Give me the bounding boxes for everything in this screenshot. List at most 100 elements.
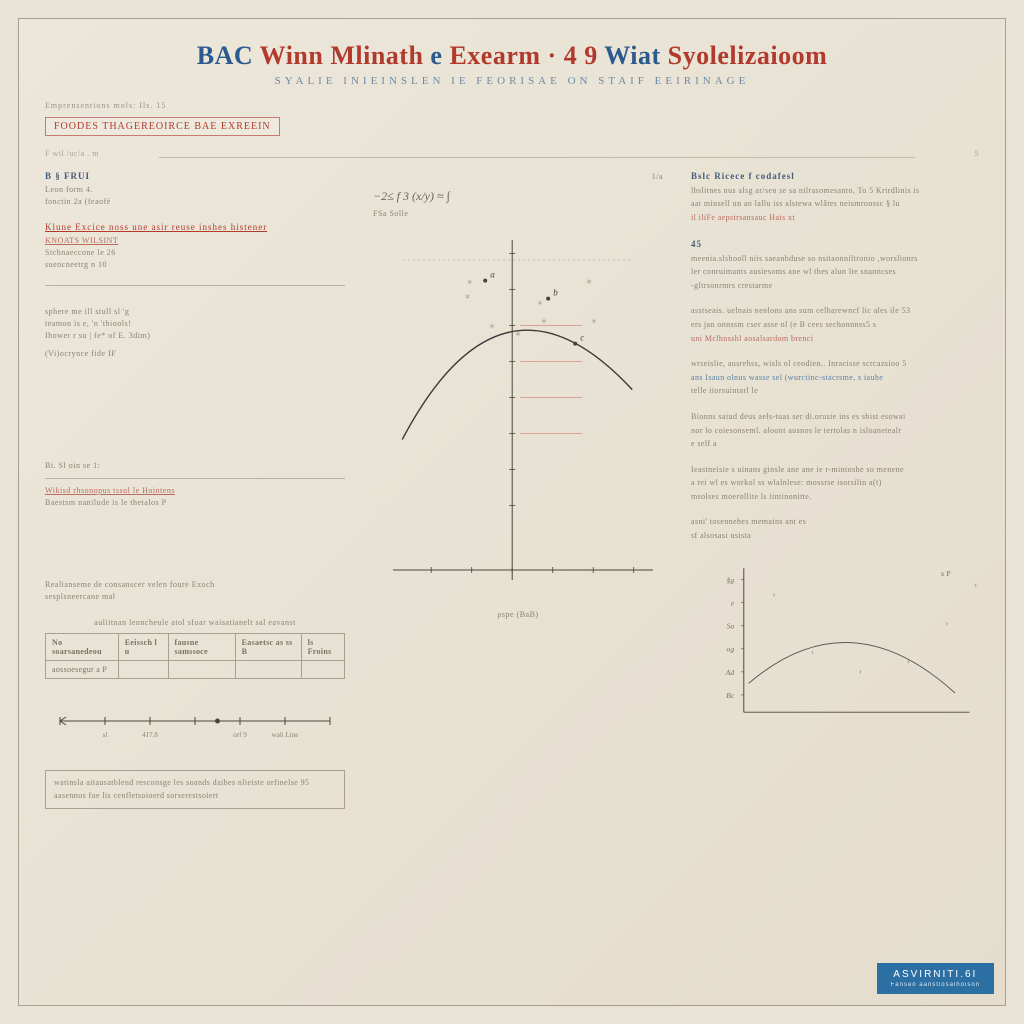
exercise-label: FOODES THAGEREOIRCE BAE EXREEIN bbox=[45, 117, 280, 136]
svg-text:∗: ∗ bbox=[537, 298, 544, 307]
r0-head: Bslc Ricece f codafesl bbox=[691, 171, 979, 181]
left-a2-l1: Stchnaeccone le 26 bbox=[45, 247, 345, 259]
table-row: aossoesegur a P bbox=[46, 660, 345, 678]
divider bbox=[45, 285, 345, 286]
svg-text:x P: x P bbox=[941, 569, 951, 578]
data-table: No soarsanedeou Eeissch l u fausne samss… bbox=[45, 633, 345, 679]
title-seg-2: Winn Mlinath bbox=[253, 41, 430, 70]
left-a2-link: KNOATS WILSINT bbox=[45, 235, 345, 247]
meta-line: Emprensentions mols: Ils. 15 bbox=[45, 101, 979, 110]
number-line: sl 417.8 orf 9 wali Line bbox=[45, 693, 345, 753]
mid-sub-label: FSa Solle bbox=[373, 208, 663, 220]
r6-l1: asni' tosennehes memains ant es bbox=[691, 517, 806, 526]
svg-text:∗: ∗ bbox=[489, 321, 496, 330]
table-col-4: ls Froins bbox=[301, 633, 344, 660]
svg-text:∗: ∗ bbox=[515, 329, 522, 338]
content-columns: B § FRUI Leon form 4. fonctin 2a (feaofé… bbox=[45, 171, 979, 1001]
r5-l1: Ieastneisie s uinans ginsle ane ane ie r… bbox=[691, 465, 904, 474]
rule-line-1 bbox=[159, 148, 915, 158]
left-d-head: Realianseme de consanscer velen foure Ex… bbox=[45, 579, 345, 591]
svg-text:›: › bbox=[811, 646, 814, 656]
svg-text:e: e bbox=[731, 598, 735, 607]
left-a2-l2: suencneetrg n 10 bbox=[45, 259, 345, 271]
svg-text:›: › bbox=[945, 617, 948, 627]
title-seg-3: e bbox=[430, 41, 442, 70]
right-column: Bslc Ricece f codafesl lbslitnes nus als… bbox=[691, 171, 979, 1001]
badge-sub: Fanseo aanstlosalhoison bbox=[891, 982, 980, 988]
svg-text:›: › bbox=[974, 579, 977, 589]
svg-text:b: b bbox=[553, 287, 558, 297]
footer-l2: aasennos foe lis cenfletsoioerd sorseres… bbox=[54, 790, 336, 803]
svg-text:Sa: Sa bbox=[727, 621, 735, 630]
left-column: B § FRUI Leon form 4. fonctin 2a (feaofé… bbox=[45, 171, 345, 1001]
left-c1-head: Bi. Sl oin se 1: bbox=[45, 460, 345, 472]
r3-l1: wrseislie, ausrehss, wisls ol ceodien.. … bbox=[691, 359, 907, 368]
svg-text:wali Line: wali Line bbox=[272, 731, 299, 739]
left-b1-l1: teamon is e, 'n 'thiools! bbox=[45, 318, 345, 330]
r2-l1: asstseais. uelnais nenlons ans sum celba… bbox=[691, 306, 910, 315]
r3-l3: telle iiorsuintarl le bbox=[691, 386, 758, 395]
table-col-2: fausne samssoce bbox=[168, 633, 235, 660]
svg-text:∗: ∗ bbox=[464, 292, 471, 301]
left-c2-l1: Baestsm nanilude is le thetalos P bbox=[45, 497, 345, 509]
svg-text:›: › bbox=[859, 665, 862, 675]
left-a2-head: Klune Excice noss une asir reuse inshes … bbox=[45, 222, 345, 232]
svg-text:∗: ∗ bbox=[466, 277, 473, 286]
r3-l2: ans Isaun olnus wasse sel (wurctinc-stac… bbox=[691, 373, 883, 382]
left-d-l1: sesplsneercane mal bbox=[45, 591, 345, 603]
page-subtitle: SYALIE INIEINSLEN IE FEORISAE ON STAIF E… bbox=[45, 75, 979, 87]
r1-l2: ler conruimants ausiesoms ane wl thes al… bbox=[691, 267, 896, 276]
title-seg-6: Syolelizaioom bbox=[661, 41, 828, 70]
svg-text:sl: sl bbox=[103, 731, 108, 739]
left-b1-sub: (Vi)ocrynce fide IF bbox=[45, 348, 345, 360]
svg-text:Ad: Ad bbox=[725, 667, 735, 676]
divider bbox=[45, 478, 345, 479]
table-caption: auliitnan lenncheule atol sfoar waisatia… bbox=[45, 617, 345, 629]
r4-l3: e self a bbox=[691, 439, 717, 448]
svg-text:a: a bbox=[490, 269, 495, 279]
svg-text:›: › bbox=[773, 589, 776, 599]
left-b1-head: sphere me ill stull sl 'g bbox=[45, 306, 345, 318]
svg-text:Bc: Bc bbox=[726, 690, 735, 699]
r5-l3: msolses moerollite ls iintinonitte. bbox=[691, 492, 812, 501]
footer-box: watinsla aitausatblend resconsge les soa… bbox=[45, 770, 345, 810]
title-seg-5: Wiat bbox=[604, 41, 660, 70]
title-seg-4: Exearm · 4 9 bbox=[442, 41, 604, 70]
svg-text:∗: ∗ bbox=[541, 316, 548, 325]
r2-l3: uni Mclhnsshl aosalsardom brenci bbox=[691, 334, 813, 343]
r4-l2: nor lo coiesonseml. aloont ausnos le ter… bbox=[691, 426, 901, 435]
title-seg-1: BAC bbox=[197, 41, 253, 70]
left-b1-l2: Ihower r su | fe* of E. 3dim) bbox=[45, 330, 345, 342]
r1-l3: -gltrsonrmrs crestarme bbox=[691, 281, 772, 290]
svg-text:og: og bbox=[727, 644, 735, 653]
table-cell bbox=[301, 660, 344, 678]
mini-diagram: §geSaogAdBcx P›››››› bbox=[691, 555, 979, 735]
svg-text:417.8: 417.8 bbox=[142, 731, 158, 739]
svg-text:›: › bbox=[907, 656, 910, 666]
badge-main: ASVIRNITI.6I bbox=[891, 969, 980, 980]
table-header-row: No soarsanedeou Eeissch l u fausne samss… bbox=[46, 633, 345, 660]
svg-text:∗: ∗ bbox=[591, 316, 598, 325]
r4-l1: Bionns saiud deus aels-tuas ser di.orusi… bbox=[691, 412, 906, 421]
svg-text:orf 9: orf 9 bbox=[233, 731, 247, 739]
r0-l1: lbslitnes nus alsg ar/sen se sa nilrasom… bbox=[691, 186, 920, 195]
left-a1-l2: fonctin 2a (feaofé bbox=[45, 196, 345, 208]
r1-l1: meenia.slshooll niis saeanhduse so nsita… bbox=[691, 254, 918, 263]
table-col-3: Easaetsc as ss B bbox=[235, 633, 301, 660]
table-cell bbox=[118, 660, 168, 678]
r6-l2: sf alsosasi usista bbox=[691, 531, 751, 540]
left-a1-head: B § FRUI bbox=[45, 171, 345, 181]
left-a1-l1: Leon form 4. bbox=[45, 184, 345, 196]
hint-1b: 5 bbox=[975, 148, 980, 161]
middle-column: 1/a −2≤ f 3 (x/y) ≈ ∫ FSa Solle abc∗∗∗∗∗… bbox=[373, 171, 663, 1001]
r0-l3: il iliFe aepstrsansauc Hais xt bbox=[691, 213, 795, 222]
r2-l2: ers jan onnssm cser asse nl (e B cees se… bbox=[691, 320, 876, 329]
table-col-0: No soarsanedeou bbox=[46, 633, 119, 660]
svg-text:c: c bbox=[580, 332, 584, 342]
svg-text:∗: ∗ bbox=[586, 277, 593, 286]
table-col-1: Eeissch l u bbox=[118, 633, 168, 660]
hint-1: F wil /uc/a . m bbox=[45, 148, 99, 161]
r0-l2: aat minsell un an lallu iss alstewa wlât… bbox=[691, 199, 900, 208]
main-diagram: a b c ∗ ∗ ∗ ∗ ∗ ∗ ∗ ∗ bbox=[373, 220, 663, 600]
mid-hint2: 1/a bbox=[373, 171, 663, 183]
